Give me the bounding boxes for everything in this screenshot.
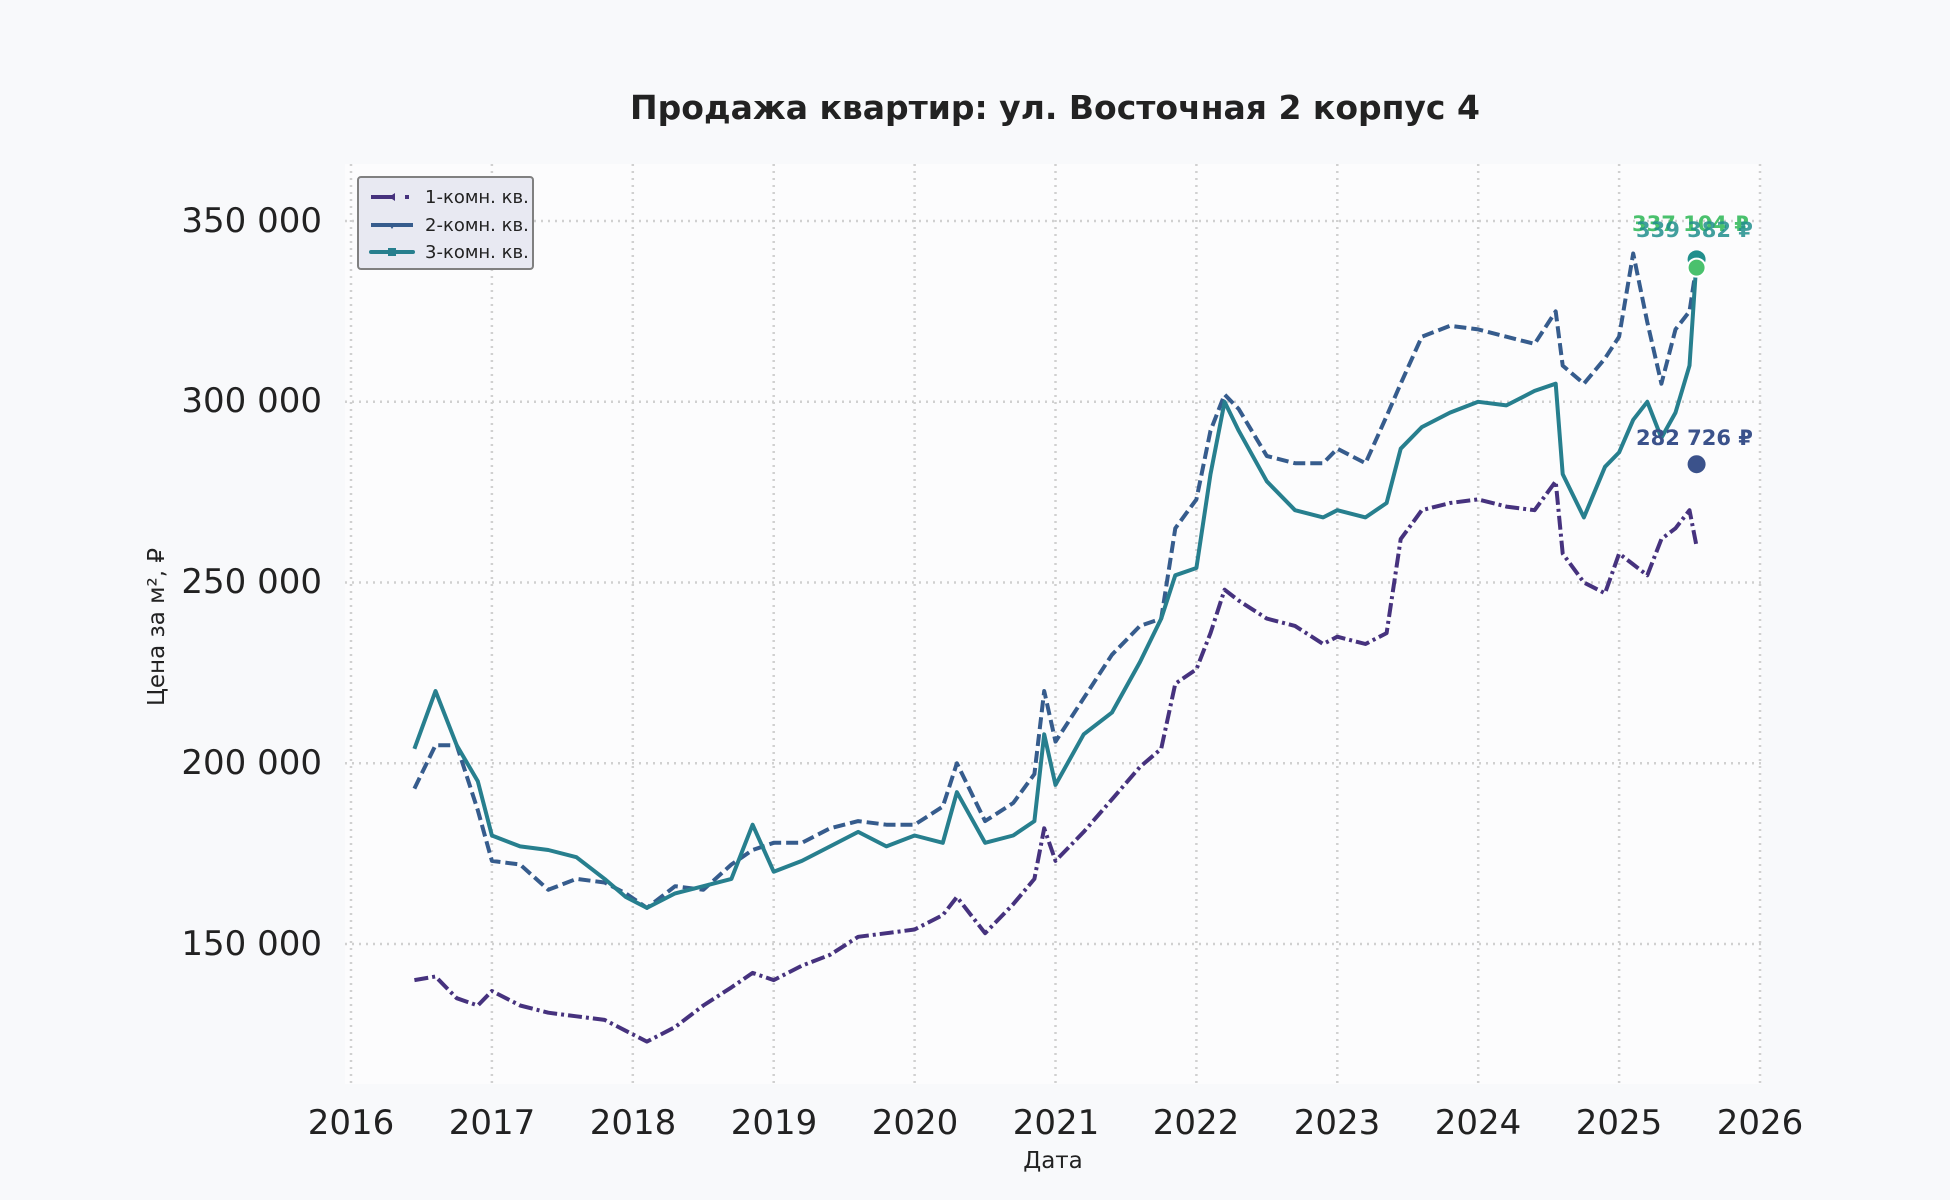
chart-title: Продажа квартир: ул. Восточная 2 корпус … [630, 88, 1480, 127]
x-tick: 2016 [307, 1103, 395, 1143]
x-tick: 2023 [1293, 1103, 1381, 1143]
annotation-price-blue: 282 726 ₽ [1636, 426, 1753, 450]
legend-label: 3-комн. кв. [425, 241, 529, 263]
gridlines [345, 164, 1762, 1084]
legend-label: 2-комн. кв. [425, 214, 529, 236]
y-tick: 300 000 [181, 381, 322, 421]
legend-item-1room: 1-комн. кв. [369, 184, 529, 210]
y-tick: 250 000 [181, 562, 322, 602]
x-tick: 2019 [730, 1103, 818, 1143]
series-lines [412, 251, 1699, 1044]
legend-line-solid-icon [369, 248, 415, 256]
x-tick: 2020 [871, 1103, 959, 1143]
x-tick: 2021 [1012, 1103, 1100, 1143]
x-tick: 2022 [1152, 1103, 1240, 1143]
y-tick: 150 000 [181, 924, 322, 964]
x-tick: 2026 [1716, 1103, 1804, 1143]
plot-background [345, 164, 1761, 1084]
x-tick: 2024 [1434, 1103, 1522, 1143]
x-tick: 2025 [1575, 1103, 1663, 1143]
x-axis-label: Дата [1023, 1148, 1083, 1174]
x-tick: 2018 [589, 1103, 677, 1143]
y-tick: 350 000 [181, 201, 322, 241]
annotation-price-green: 337 104 ₽ [1632, 212, 1749, 236]
y-axis-label: Цена за м², ₽ [144, 548, 170, 706]
legend: 1-комн. кв. 2-комн. кв. 3-комн. кв. [357, 176, 534, 270]
legend-label: 1-комн. кв. [425, 186, 529, 208]
legend-item-2room: 2-комн. кв. [369, 212, 529, 238]
y-tick: 200 000 [181, 743, 322, 783]
x-tick: 2017 [448, 1103, 536, 1143]
legend-line-dashed-icon [371, 223, 413, 229]
end-markers [1686, 250, 1707, 474]
legend-item-3room: 3-комн. кв. [369, 239, 529, 265]
annotation-price-teal: 339 382 ₽ [1636, 218, 1753, 242]
legend-line-dashdot-icon [371, 193, 409, 201]
